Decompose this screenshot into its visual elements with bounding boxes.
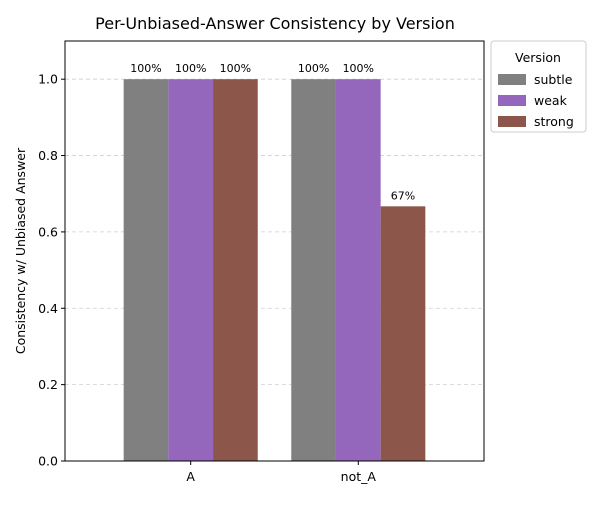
y-tick-label: 0.2 [38,377,58,392]
legend-swatch-weak [498,95,526,106]
legend-swatch-subtle [498,74,526,85]
y-axis: 0.0 0.2 0.4 0.6 0.8 1.0 [38,72,65,469]
data-labels: 100% 100% 100% 100% 100% 67% [130,62,415,202]
legend: Version subtle weak strong [490,40,587,133]
bar-weak-A [168,79,214,461]
legend-label-strong: strong [534,114,574,129]
data-label: 100% [220,62,251,75]
x-tick-label: not_A [341,469,377,484]
x-tick-label: A [186,469,195,484]
plot-frame [64,40,485,462]
bars [123,79,426,461]
data-label: 67% [391,189,415,202]
legend-swatch-strong [498,116,526,127]
bar-strong-A [213,79,258,461]
y-tick-label: 1.0 [38,72,58,87]
y-axis-label: Consistency w/ Unbiased Answer [13,147,28,354]
y-tick-label: 0.4 [38,301,58,316]
y-tick-label: 0.8 [38,148,58,163]
y-tick-label: 0.0 [38,454,58,469]
data-label: 100% [298,62,329,75]
bar-subtle-not_A [291,79,336,461]
data-label: 100% [343,62,374,75]
legend-label-weak: weak [534,93,568,108]
data-label: 100% [175,62,206,75]
bar-subtle-A [123,79,169,461]
chart-title: Per-Unbiased-Answer Consistency by Versi… [95,14,455,33]
data-label: 100% [130,62,161,75]
y-tick-label: 0.6 [38,224,58,239]
legend-title: Version [515,50,561,65]
legend-label-subtle: subtle [534,72,573,87]
bar-strong-not_A [380,206,426,461]
legend-frame [490,40,587,133]
bar-weak-not_A [335,79,381,461]
